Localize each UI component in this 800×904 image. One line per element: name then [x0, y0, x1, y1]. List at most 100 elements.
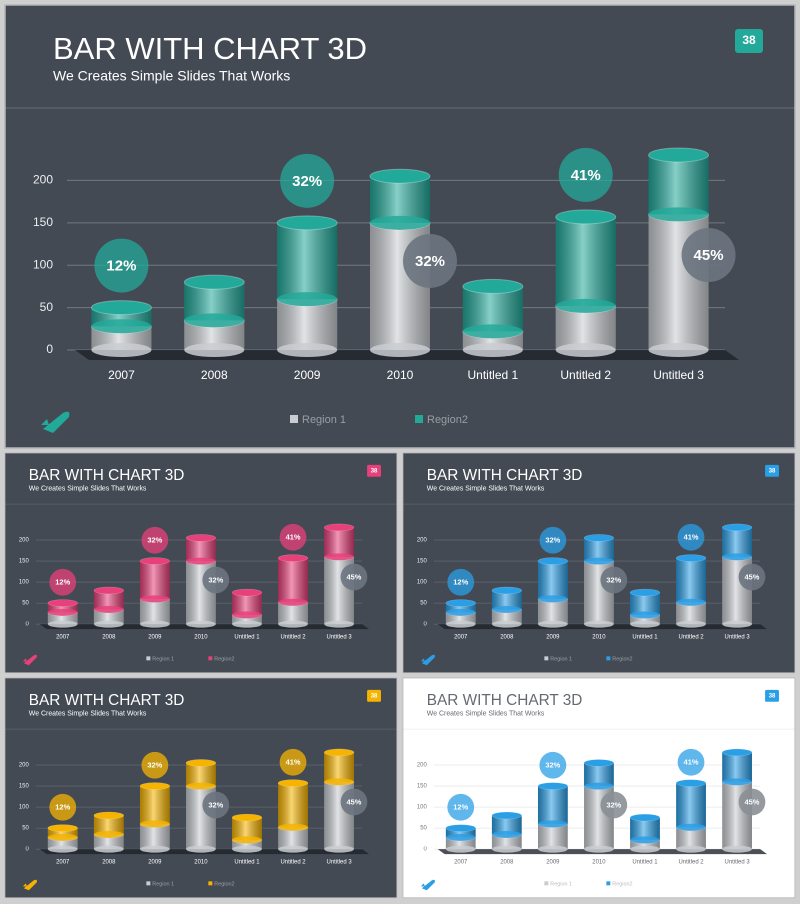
cylinder-bottom — [277, 292, 338, 307]
percent-bubble — [447, 793, 475, 821]
cylinder-shade — [232, 592, 262, 615]
rocket-icon — [420, 654, 435, 666]
bar-segment — [648, 206, 710, 357]
cylinder-bottom — [537, 595, 568, 603]
cylinder-bottom — [232, 611, 262, 619]
y-tick-label: 150 — [417, 784, 428, 790]
x-tick-label: 2008 — [102, 860, 116, 866]
x-tick-label: 2007 — [56, 635, 69, 641]
y-tick-label: 0 — [25, 847, 29, 853]
legend-label: Region2 — [612, 656, 632, 662]
legend-label: Region 1 — [550, 656, 572, 662]
percent-bubble — [340, 788, 368, 816]
cylinder-shade — [676, 783, 706, 828]
x-tick-label: Untitled 2 — [678, 635, 703, 641]
cylinder-bottom — [445, 845, 476, 853]
cylinder-top — [648, 147, 710, 163]
bar-segment — [323, 748, 355, 786]
x-tick-label: 2007 — [108, 368, 135, 382]
cylinder-top — [629, 813, 661, 822]
y-tick-label: 50 — [22, 826, 29, 832]
y-tick-label: 50 — [40, 300, 54, 314]
percent-bubble — [600, 791, 628, 819]
y-tick-label: 200 — [19, 763, 30, 769]
bar-segment — [555, 209, 617, 313]
percent-label: 12% — [106, 258, 136, 275]
x-tick-label: 2008 — [201, 368, 228, 382]
bar-segment — [462, 278, 524, 339]
slide-title: BAR WITH CHART 3D — [427, 467, 583, 484]
x-tick-label: 2010 — [387, 368, 414, 382]
slide: BAR WITH CHART 3D We Creates Simple Slide… — [4, 677, 398, 899]
cylinder-top — [276, 215, 338, 231]
percent-bubble — [558, 147, 613, 202]
cylinder-shade — [277, 222, 338, 300]
cylinder-shade — [722, 752, 752, 782]
slide: BAR WITH CHART 3D We Creates Simple Slide… — [402, 452, 796, 674]
x-tick-label: Untitled 3 — [327, 860, 353, 866]
cylinder-shade — [491, 834, 522, 850]
legend-label: Region 1 — [550, 881, 572, 887]
cylinder-bottom — [722, 778, 752, 786]
cylinder-shade — [278, 602, 308, 625]
cylinder-top — [445, 599, 476, 607]
cylinder-bottom — [47, 833, 78, 841]
y-tick-label: 50 — [22, 601, 29, 607]
cylinder-shade — [722, 527, 752, 557]
cylinder-bottom — [630, 611, 660, 619]
cylinder-shade — [630, 592, 660, 615]
legend-swatch — [606, 881, 611, 886]
bar-segment — [583, 759, 615, 790]
cylinder-top — [491, 811, 522, 820]
bar-segment — [231, 813, 263, 844]
cylinder-bottom — [445, 620, 476, 628]
cylinder-bottom — [93, 830, 124, 838]
cylinder-bottom — [184, 313, 245, 328]
cylinder-top — [462, 278, 524, 294]
y-tick-label: 50 — [420, 601, 427, 607]
cylinder-bottom — [324, 778, 354, 786]
x-tick-label: Untitled 2 — [280, 635, 305, 641]
cylinder-shade — [584, 537, 614, 562]
slide-subtitle: We Creates Simple Slides That Works — [427, 711, 545, 718]
x-tick-label: 2010 — [194, 635, 208, 641]
legend-swatch — [544, 881, 549, 886]
x-tick-label: 2008 — [102, 635, 116, 641]
percent-bubble — [738, 563, 766, 591]
cylinder-shade — [537, 561, 568, 599]
slide-title: BAR WITH CHART 3D — [29, 692, 185, 709]
bar-segment — [93, 586, 124, 613]
cylinder-bottom — [676, 823, 706, 831]
legend-swatch — [290, 415, 298, 423]
percent-label: 45% — [745, 797, 760, 806]
legend-swatch — [415, 415, 423, 423]
slide-subtitle: We Creates Simple Slides That Works — [427, 486, 545, 493]
slide-subtitle: We Creates Simple Slides That Works — [29, 486, 147, 493]
cylinder-bottom — [462, 324, 523, 339]
cylinder-shade — [445, 612, 476, 625]
cylinder-shade — [584, 762, 614, 787]
cylinder-shade — [676, 558, 706, 603]
bar-segment — [537, 782, 568, 828]
percent-bubble — [447, 568, 475, 596]
cylinder-top — [231, 588, 263, 597]
bar-segment — [323, 553, 355, 628]
x-tick-label: Untitled 1 — [632, 860, 658, 866]
cylinder-shade — [630, 839, 660, 850]
legend-swatch — [606, 656, 611, 661]
cylinder-shade — [648, 155, 709, 215]
cylinder-bottom — [186, 845, 216, 853]
cylinder-bottom — [491, 845, 522, 853]
y-tick-label: 200 — [417, 538, 428, 544]
page-number: 38 — [371, 693, 378, 699]
cylinder-shade — [491, 590, 522, 610]
cylinder-top — [139, 782, 170, 790]
cylinder-bottom — [676, 620, 706, 628]
cylinder-bottom — [91, 343, 152, 357]
cylinder-bottom — [184, 343, 245, 357]
x-tick-label: 2009 — [148, 860, 162, 866]
legend-label: Region2 — [214, 656, 234, 662]
cylinder-top — [491, 586, 522, 595]
x-tick-label: 2007 — [454, 635, 467, 641]
bar-segment — [231, 588, 263, 619]
